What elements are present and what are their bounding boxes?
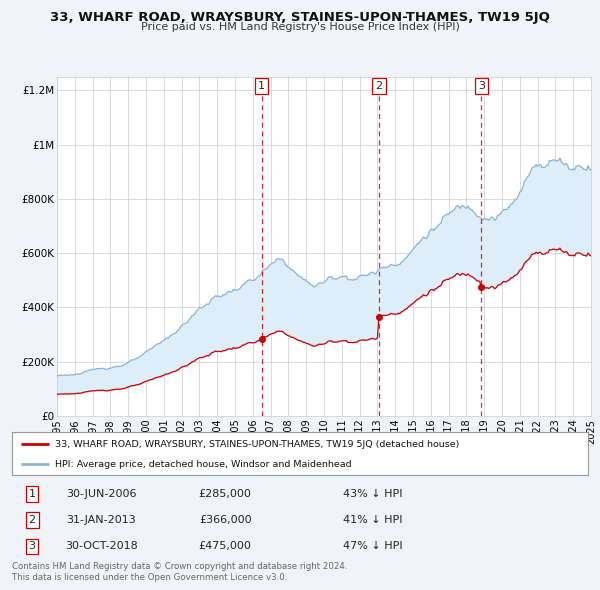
Text: HPI: Average price, detached house, Windsor and Maidenhead: HPI: Average price, detached house, Wind… bbox=[55, 460, 352, 469]
Text: 3: 3 bbox=[29, 542, 35, 552]
Text: Contains HM Land Registry data © Crown copyright and database right 2024.: Contains HM Land Registry data © Crown c… bbox=[12, 562, 347, 571]
Text: 30-OCT-2018: 30-OCT-2018 bbox=[65, 542, 137, 552]
Text: 30-JUN-2006: 30-JUN-2006 bbox=[66, 489, 137, 499]
Text: 2: 2 bbox=[376, 81, 382, 91]
Text: Price paid vs. HM Land Registry's House Price Index (HPI): Price paid vs. HM Land Registry's House … bbox=[140, 22, 460, 32]
Text: 1: 1 bbox=[29, 489, 35, 499]
Text: £475,000: £475,000 bbox=[199, 542, 251, 552]
Text: 33, WHARF ROAD, WRAYSBURY, STAINES-UPON-THAMES, TW19 5JQ (detached house): 33, WHARF ROAD, WRAYSBURY, STAINES-UPON-… bbox=[55, 440, 460, 449]
Text: 43% ↓ HPI: 43% ↓ HPI bbox=[343, 489, 403, 499]
Text: 33, WHARF ROAD, WRAYSBURY, STAINES-UPON-THAMES, TW19 5JQ: 33, WHARF ROAD, WRAYSBURY, STAINES-UPON-… bbox=[50, 11, 550, 24]
Text: 31-JAN-2013: 31-JAN-2013 bbox=[67, 515, 136, 525]
Text: This data is licensed under the Open Government Licence v3.0.: This data is licensed under the Open Gov… bbox=[12, 573, 287, 582]
Text: 41% ↓ HPI: 41% ↓ HPI bbox=[343, 515, 403, 525]
Text: £285,000: £285,000 bbox=[199, 489, 251, 499]
Text: 2: 2 bbox=[29, 515, 36, 525]
Text: 1: 1 bbox=[258, 81, 265, 91]
Text: £366,000: £366,000 bbox=[199, 515, 251, 525]
Text: 47% ↓ HPI: 47% ↓ HPI bbox=[343, 542, 403, 552]
Text: 3: 3 bbox=[478, 81, 485, 91]
